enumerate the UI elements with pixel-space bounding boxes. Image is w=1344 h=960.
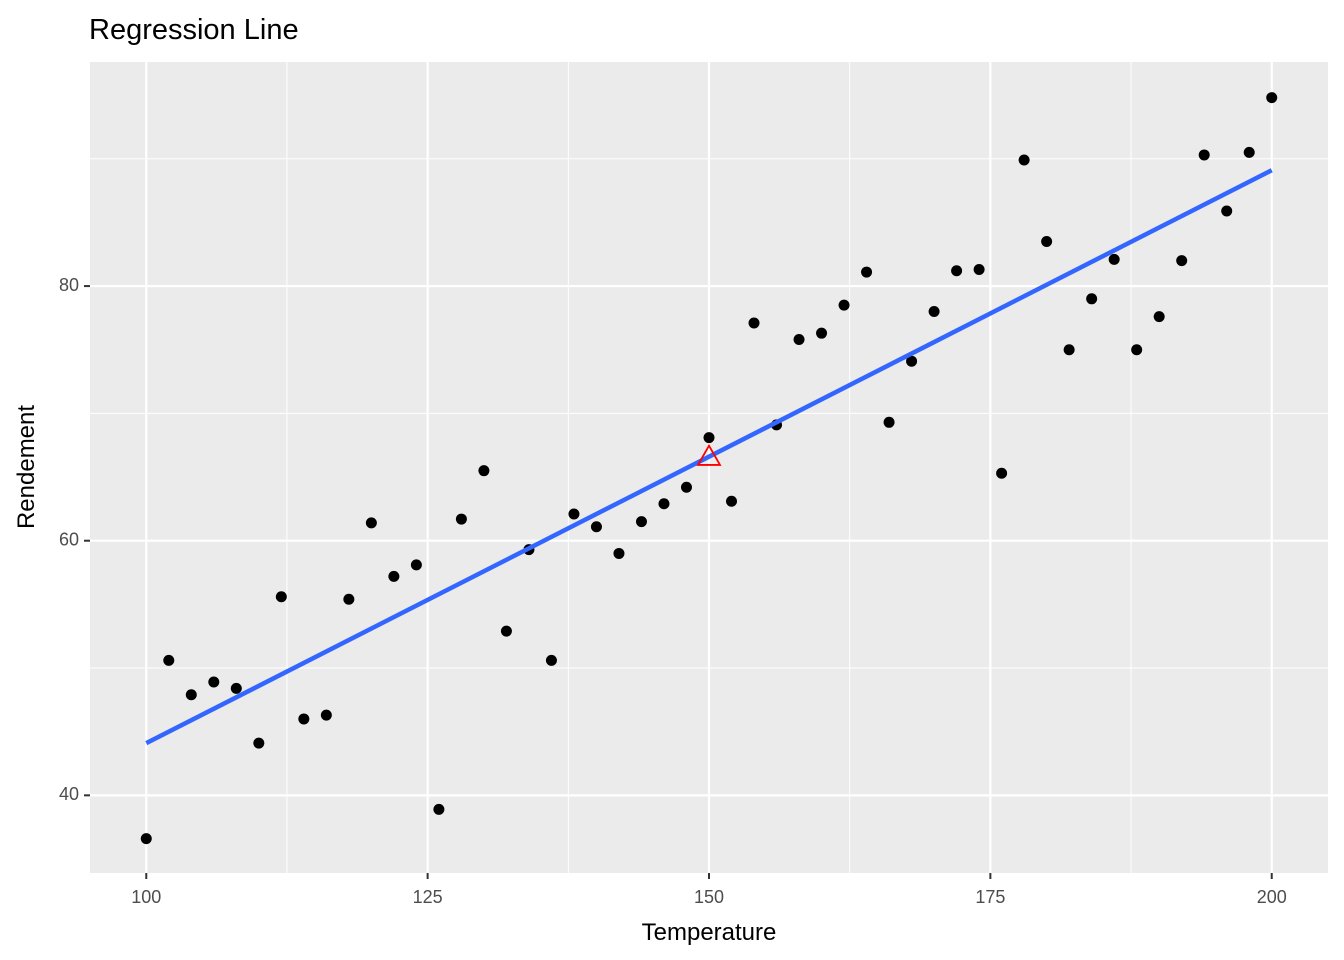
point [433,803,445,815]
point [883,416,895,428]
point [343,593,355,605]
point [320,709,332,721]
point [590,521,602,533]
point [1063,344,1075,356]
point [1266,92,1278,104]
point [455,513,467,525]
mean-point [696,443,722,466]
point [861,266,873,278]
y-axis-title: Rendement [13,405,40,529]
point [1086,293,1098,305]
point [208,676,220,688]
point [1018,154,1030,166]
y-tick-label: 60 [59,529,79,549]
point [365,517,377,529]
point [140,833,152,845]
x-tick-label: 175 [975,887,1005,907]
point [478,465,490,477]
point [185,689,197,701]
point [748,317,760,329]
point [726,495,738,507]
point [1176,255,1188,267]
point [275,591,287,603]
regression-line [145,168,1273,746]
point [613,547,625,559]
y-tick-label: 40 [59,784,79,804]
point [1131,344,1143,356]
point [680,481,692,493]
point [838,299,850,311]
point [951,265,963,277]
point [973,264,985,276]
chart-title: Regression Line [89,14,299,46]
point [703,432,715,444]
point [1041,236,1053,248]
point [163,654,175,666]
y-tick-label: 80 [59,275,79,295]
point [410,559,422,571]
x-axis-title: Temperature [642,919,777,946]
point [928,306,940,318]
point [906,355,918,367]
point [230,682,242,694]
point [568,508,580,520]
point [1198,149,1210,161]
x-tick-label: 125 [413,887,443,907]
x-tick-label: 200 [1257,887,1287,907]
point [816,327,828,339]
point [996,467,1008,479]
point [253,737,265,749]
point [545,654,557,666]
point [1153,311,1165,323]
point [298,713,310,725]
x-tick-label: 150 [694,887,724,907]
point [635,516,647,528]
point [388,570,400,582]
point [658,498,670,510]
point [1108,253,1120,265]
point [793,334,805,346]
point [1221,205,1233,217]
x-tick-label: 100 [131,887,161,907]
point [1243,146,1255,158]
point [500,625,512,637]
